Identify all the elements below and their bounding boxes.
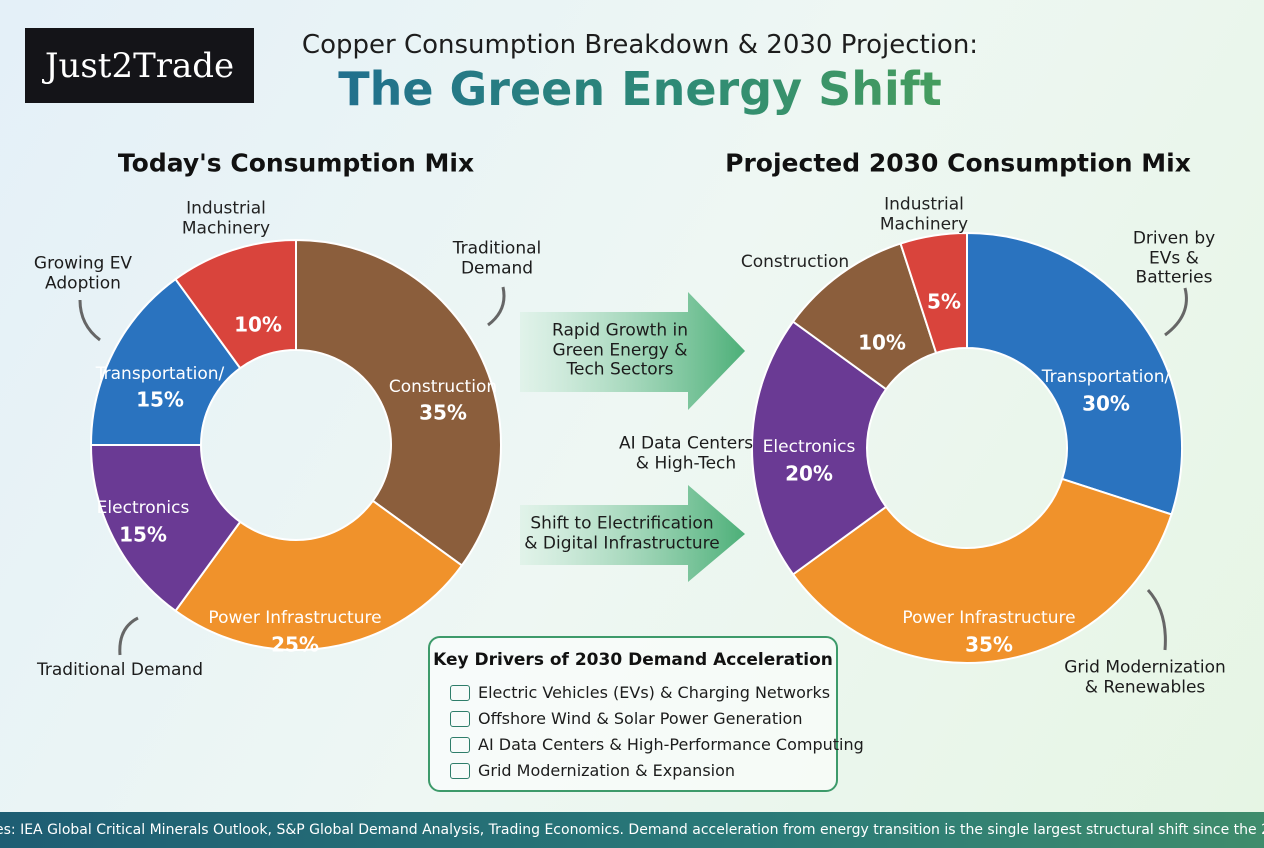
chart-title: Today's Consumption Mix [117,148,475,178]
slice-label: Construction [388,377,498,398]
driver-icon [450,685,470,701]
slice-label: Industrial Machinery [181,198,271,238]
value-label: 20% [785,461,833,486]
footer: Sources: IEA Global Critical Minerals Ou… [0,812,1264,848]
shift-arrow [520,485,745,582]
value-label: 25% [271,632,319,657]
callout-arrow [487,286,506,327]
title: Copper Consumption Breakdown & 2030 Proj… [301,30,979,60]
donut-slice [966,231,1183,516]
value-label: 10% [858,330,906,355]
arrow-label: AI Data Centers & High-Tech [618,433,754,473]
donut-slice [174,499,464,651]
subtitle: The Green Energy Shift [290,62,990,116]
driver-item: Electric Vehicles (EVs) & Charging Netwo… [478,683,831,702]
driver-icon [450,737,470,753]
driver-icon [450,711,470,727]
driver-item: AI Data Centers & High-Performance Compu… [478,735,864,754]
drivers-title: Key Drivers of 2030 Demand Acceleration [433,650,833,670]
donut-slice [89,277,242,446]
slice-label: Power Infrastructure [902,608,1076,629]
driver-item: Grid Modernization & Expansion [478,761,736,780]
arrow-label: Rapid Growth in Green Energy & Tech Sect… [552,320,688,380]
driver-item: Offshore Wind & Solar Power Generation [478,709,803,728]
growth-arrow [520,292,745,410]
annotation: Driven by EVs & Batteries [1132,228,1216,288]
chart-title: Projected 2030 Consumption Mix [725,148,1191,178]
arrow-label: Shift to Electrification & Digital Infra… [524,513,720,553]
callout-arrow [1146,588,1167,651]
slice-label: Transportation/ [1041,367,1171,388]
annotation: Grid Modernization & Renewables [1064,657,1226,697]
slice-label: Electronics [96,498,190,519]
slice-label: Construction [740,252,850,273]
slice-label: Industrial Machinery [879,194,969,234]
annotation: Traditional Demand [452,238,542,278]
slice-label: Power Infrastructure [208,608,382,629]
callout-arrow [1164,287,1188,337]
donut-slice [295,238,502,567]
value-label: 30% [1082,391,1130,416]
annotation: Growing EV Adoption [33,253,133,293]
donut-slice [791,477,1173,664]
slice-label: Transportation/ [95,364,225,385]
donut-slice [89,444,242,613]
callout-arrows [78,286,1188,656]
donut-slice [751,320,888,576]
drivers-box: Key Drivers of 2030 Demand Acceleration … [428,636,864,792]
value-label: 35% [965,632,1013,657]
annotation: Traditional Demand [36,660,203,681]
value-label: 35% [419,400,467,425]
donut-slice [899,231,968,355]
value-label: 15% [136,387,184,412]
callout-arrow [118,616,139,656]
value-label: 15% [119,522,167,547]
value-label: 5% [927,289,961,314]
slice-label: Electronics [762,437,856,458]
callout-arrow [78,299,101,342]
logo: Just2Trade [25,28,254,103]
donut-slice [174,238,297,370]
driver-icon [450,763,470,779]
value-label: 10% [234,312,282,337]
